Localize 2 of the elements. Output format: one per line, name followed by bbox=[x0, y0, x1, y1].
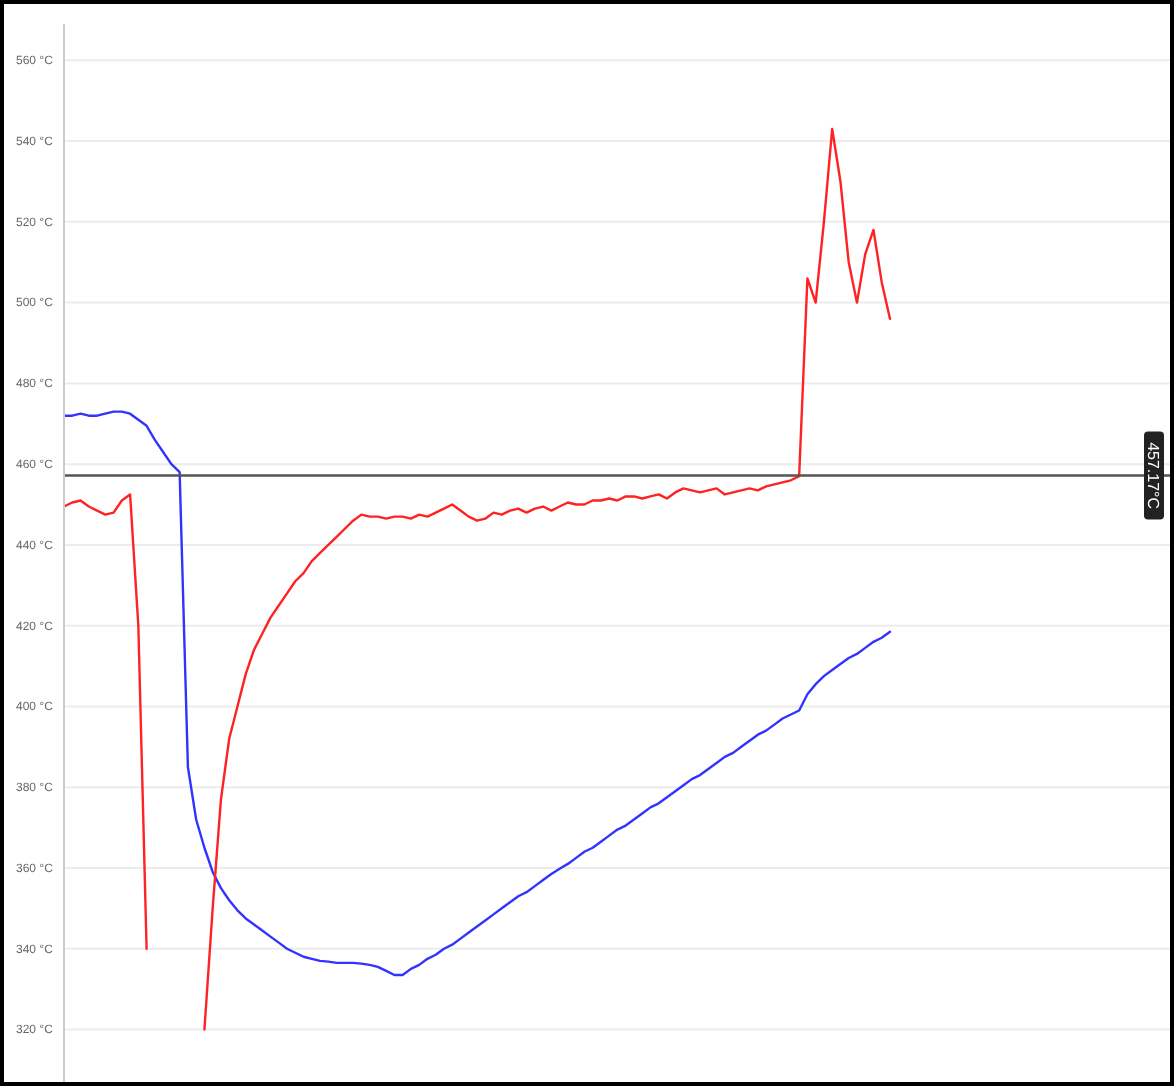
line-series bbox=[64, 410, 892, 977]
ref-line-label: 457.17°C bbox=[1144, 442, 1163, 510]
